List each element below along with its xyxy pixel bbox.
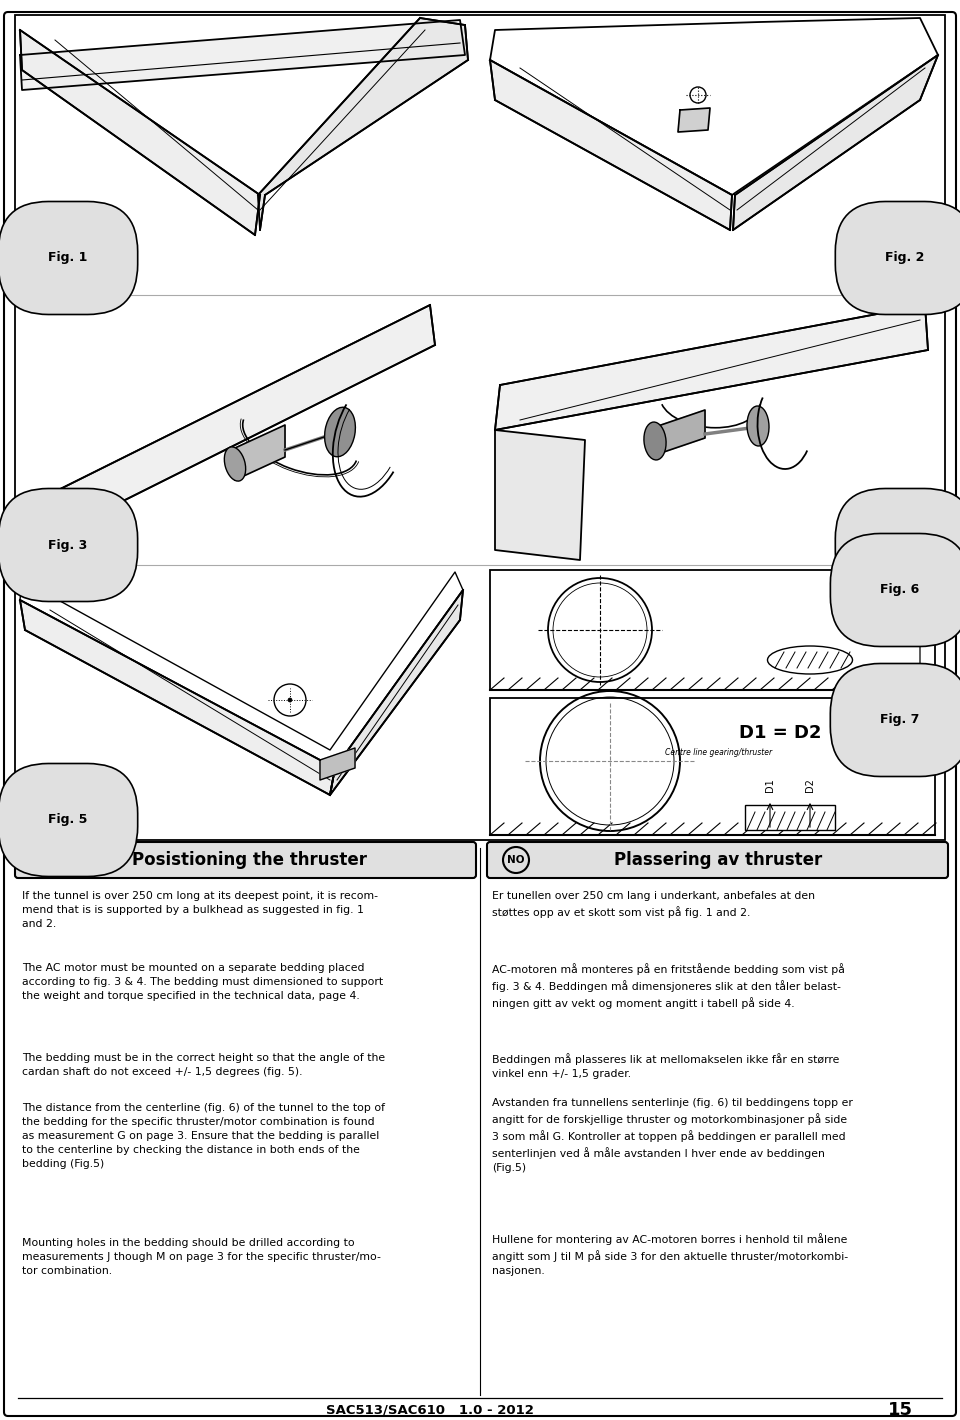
- Polygon shape: [20, 601, 335, 795]
- Ellipse shape: [225, 447, 246, 481]
- Text: The bedding must be in the correct height so that the angle of the
cardan shaft : The bedding must be in the correct heigh…: [22, 1054, 385, 1076]
- Text: 15: 15: [887, 1402, 913, 1419]
- Text: Avstanden fra tunnellens senterlinje (fig. 6) til beddingens topp er
angitt for : Avstanden fra tunnellens senterlinje (fi…: [492, 1098, 852, 1173]
- Text: D1: D1: [765, 778, 775, 792]
- Text: Fig. 2: Fig. 2: [885, 251, 924, 264]
- Ellipse shape: [767, 646, 852, 674]
- Bar: [15, 16, 945, 841]
- Polygon shape: [258, 18, 468, 230]
- Text: Er tunellen over 250 cm lang i underkant, anbefales at den
støttes opp av et sko: Er tunellen over 250 cm lang i underkant…: [492, 890, 815, 917]
- Polygon shape: [495, 305, 928, 430]
- FancyBboxPatch shape: [4, 11, 956, 1416]
- Polygon shape: [235, 425, 285, 480]
- Polygon shape: [15, 305, 435, 555]
- Polygon shape: [655, 410, 705, 454]
- Polygon shape: [733, 55, 938, 230]
- Text: Fig. 5: Fig. 5: [48, 814, 87, 826]
- Text: AC-motoren må monteres på en fritstående bedding som vist på
fig. 3 & 4. Bedding: AC-motoren må monteres på en fritstående…: [492, 963, 845, 1008]
- Text: D1 = D2: D1 = D2: [739, 724, 821, 743]
- Text: NO: NO: [507, 855, 525, 865]
- Text: Plassering av thruster: Plassering av thruster: [613, 851, 822, 869]
- Bar: [745, 805, 835, 831]
- Polygon shape: [490, 18, 938, 195]
- Bar: [490, 569, 935, 690]
- Text: Fig. 6: Fig. 6: [880, 584, 920, 596]
- Ellipse shape: [324, 408, 355, 457]
- Text: Posistioning the thruster: Posistioning the thruster: [132, 851, 368, 869]
- Text: Centre line gearing/thruster: Centre line gearing/thruster: [665, 748, 772, 757]
- Polygon shape: [320, 748, 355, 780]
- Text: Beddingen må plasseres lik at mellomakselen ikke får en større
vinkel enn +/- 1,: Beddingen må plasseres lik at mellomakse…: [492, 1054, 839, 1079]
- Polygon shape: [330, 589, 463, 795]
- Text: The distance from the centerline (fig. 6) of the tunnel to the top of
the beddin: The distance from the centerline (fig. 6…: [22, 1103, 385, 1169]
- Text: Fig. 1: Fig. 1: [48, 251, 87, 264]
- Circle shape: [31, 846, 57, 873]
- Text: Mounting holes in the bedding should be drilled according to
measurements J thou: Mounting holes in the bedding should be …: [22, 1238, 381, 1277]
- Polygon shape: [20, 572, 463, 768]
- Text: Fig. 4: Fig. 4: [885, 538, 924, 551]
- Polygon shape: [20, 30, 260, 234]
- Polygon shape: [490, 60, 732, 230]
- Text: D: D: [928, 613, 938, 626]
- Ellipse shape: [644, 422, 666, 460]
- Bar: [490, 699, 935, 835]
- Text: Hullene for montering av AC-motoren borres i henhold til målene
angitt som J til: Hullene for montering av AC-motoren borr…: [492, 1233, 848, 1275]
- Polygon shape: [20, 20, 465, 89]
- Polygon shape: [495, 430, 585, 559]
- Text: The AC motor must be mounted on a separate bedding placed
according to fig. 3 & : The AC motor must be mounted on a separa…: [22, 963, 383, 1001]
- Text: EN: EN: [36, 855, 52, 865]
- Text: Fig. 3: Fig. 3: [48, 538, 87, 551]
- Text: If the tunnel is over 250 cm long at its deepest point, it is recom-
mend that i: If the tunnel is over 250 cm long at its…: [22, 890, 378, 929]
- FancyBboxPatch shape: [15, 842, 476, 878]
- Text: SAC513/SAC610   1.0 - 2012: SAC513/SAC610 1.0 - 2012: [326, 1403, 534, 1417]
- Ellipse shape: [747, 406, 769, 446]
- Text: D2: D2: [805, 778, 815, 792]
- FancyBboxPatch shape: [487, 842, 948, 878]
- Text: Fig. 7: Fig. 7: [880, 713, 920, 727]
- Polygon shape: [678, 108, 710, 132]
- Circle shape: [503, 846, 529, 873]
- Circle shape: [288, 699, 292, 701]
